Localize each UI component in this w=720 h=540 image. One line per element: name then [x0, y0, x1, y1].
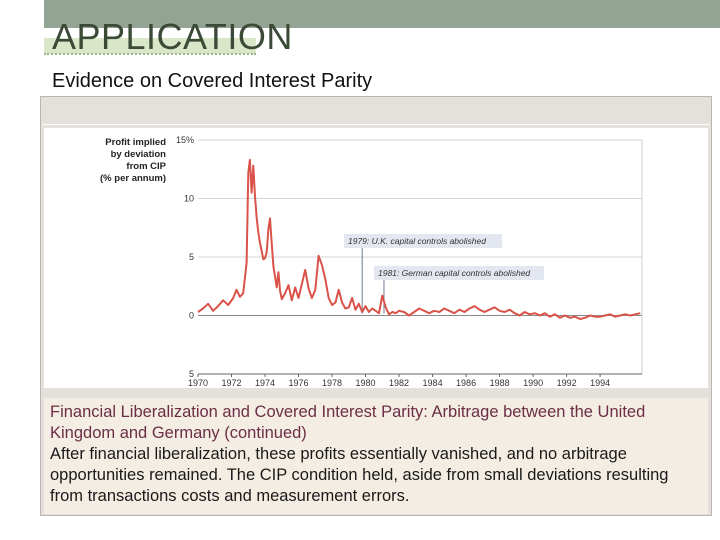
x-tick-label: 1980	[356, 378, 376, 388]
slide-title: APPLICATION	[52, 16, 293, 57]
y-tick-label: 5	[189, 369, 194, 379]
top-accent-bar	[0, 0, 720, 28]
y-axis-label-line: Profit implied	[105, 137, 166, 148]
y-axis-label-line: by deviation	[111, 149, 167, 160]
title-underline	[44, 53, 256, 55]
figure-header-strip	[42, 98, 710, 125]
y-axis-label-line: from CIP	[126, 161, 166, 172]
x-tick-label: 1986	[456, 378, 476, 388]
x-tick-label: 1970	[188, 378, 208, 388]
x-tick-label: 1982	[389, 378, 409, 388]
x-tick-label: 1984	[423, 378, 443, 388]
caption-box: Financial Liberalization and Covered Int…	[44, 398, 708, 514]
x-tick-label: 1988	[490, 378, 510, 388]
series-line	[197, 158, 641, 320]
x-tick-label: 1972	[221, 378, 241, 388]
x-tick-label: 1994	[590, 378, 610, 388]
top-bar-notch	[0, 0, 44, 28]
slide-subtitle: Evidence on Covered Interest Parity	[52, 70, 373, 92]
caption-title: Financial Liberalization and Covered Int…	[50, 403, 646, 442]
annotation-label: 1979: U.K. capital controls abolished	[348, 236, 486, 246]
y-tick-label: 15%	[176, 135, 194, 145]
x-tick-label: 1992	[557, 378, 577, 388]
y-tick-label: 0	[189, 311, 194, 321]
annotation-box	[344, 234, 502, 248]
title-highlight	[44, 38, 256, 54]
y-axis-label-line: (% per annum)	[100, 173, 166, 184]
annotation-box	[374, 266, 544, 280]
x-tick-label: 1976	[289, 378, 309, 388]
y-tick-label: 10	[184, 194, 194, 204]
caption-body: After financial liberalization, these pr…	[50, 445, 669, 505]
annotation-label: 1981: German capital controls abolished	[378, 268, 530, 278]
y-tick-label: 5	[189, 252, 194, 262]
x-tick-label: 1978	[322, 378, 342, 388]
chart-panel	[44, 128, 708, 388]
x-tick-label: 1990	[523, 378, 543, 388]
x-tick-label: 1974	[255, 378, 275, 388]
